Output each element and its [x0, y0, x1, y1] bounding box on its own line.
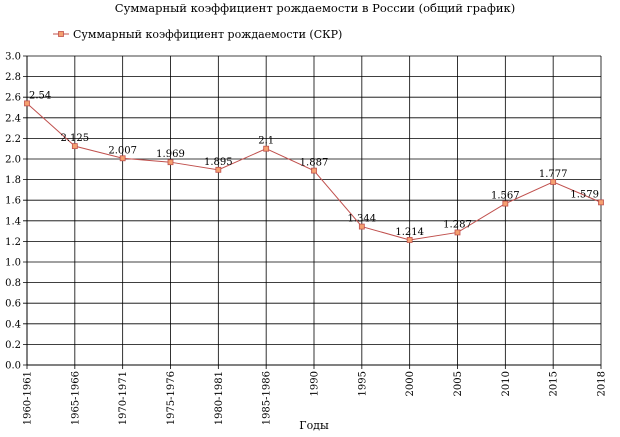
y-tick-label: 2.2 [5, 134, 21, 145]
data-labels: 2.54 2.125 2.007 1.969 1.895 2.1 1.887 1.344 1.2… [29, 90, 599, 238]
legend: Суммарный коэффициент рождаемости (СКР) [53, 28, 342, 41]
data-point [71, 143, 78, 150]
data-label: 1.344 [348, 214, 377, 225]
y-tick-label: 2.8 [5, 72, 21, 83]
data-label: 1.579 [570, 189, 599, 200]
x-tick-label: 1975-1976 [166, 371, 177, 425]
x-tick-label: 1960-1961 [23, 371, 34, 425]
data-point [502, 200, 509, 207]
data-point [24, 100, 30, 107]
y-tick-label: 1.4 [5, 216, 21, 227]
data-point [454, 229, 461, 236]
x-tick-label: 2000 [405, 371, 416, 396]
data-label: 1.887 [300, 158, 329, 169]
y-axis-ticks: 0.0 0.2 0.4 0.6 0.8 1.0 1.2 1.4 1.6 1.8 2.0 2.2 2.4 2… [5, 52, 21, 372]
y-tick-label: 0.4 [5, 319, 21, 330]
y-tick-label: 2.4 [5, 113, 21, 124]
data-point [550, 179, 557, 185]
y-tick-label: 2.0 [5, 155, 21, 166]
x-tick-label: 1990 [310, 371, 321, 396]
series [24, 100, 604, 243]
data-label: 1.287 [443, 219, 472, 230]
y-tick-label: 1.8 [5, 175, 21, 186]
data-label: 1.895 [204, 157, 233, 168]
data-label: 1.969 [156, 149, 185, 160]
data-point [215, 166, 222, 173]
data-label: 1.567 [491, 191, 520, 202]
data-point [598, 199, 604, 206]
x-tick-label: 1995 [357, 371, 368, 396]
x-tick-label: 2005 [453, 371, 464, 396]
data-point [311, 167, 317, 174]
data-point [119, 155, 126, 162]
x-tick-label: 1985-1986 [262, 371, 273, 425]
data-label: 1.214 [395, 227, 424, 238]
legend-marker [58, 31, 64, 37]
x-axis-label: Годы [299, 419, 329, 432]
data-label: 2.125 [61, 133, 90, 144]
legend-entry: Суммарный коэффициент рождаемости (СКР) [73, 28, 342, 41]
x-tick-label: 2015 [549, 371, 560, 396]
data-label: 1.777 [539, 169, 568, 180]
data-point [406, 237, 413, 243]
x-tick-label: 1965-1966 [70, 371, 81, 425]
x-tick-label: 1980-1981 [214, 371, 225, 425]
data-point [263, 145, 270, 152]
grid [23, 55, 602, 369]
data-point [167, 159, 174, 166]
y-tick-label: 0.8 [5, 278, 21, 289]
y-tick-label: 0.2 [5, 340, 21, 351]
x-tick-label: 2010 [501, 371, 512, 396]
data-point [358, 223, 365, 230]
chart-title: Суммарный коэффициент рождаемости в Росс… [115, 1, 515, 15]
y-tick-label: 1.0 [5, 258, 21, 269]
data-label: 2.007 [108, 145, 137, 156]
y-tick-label: 0.6 [5, 299, 21, 310]
y-tick-label: 0.0 [5, 361, 21, 372]
x-axis-ticks: 1960-1961 1965-1966 1970-1971 1975-1976 1980… [23, 371, 608, 425]
x-tick-label: 1970-1971 [118, 371, 129, 425]
data-label: 2.54 [29, 90, 51, 101]
data-label: 2.1 [258, 136, 274, 147]
y-tick-label: 1.2 [5, 237, 21, 248]
x-tick-label: 2018 [597, 371, 608, 396]
y-tick-label: 1.6 [5, 196, 21, 207]
y-tick-label: 2.6 [5, 93, 21, 104]
y-tick-label: 3.0 [5, 52, 21, 63]
